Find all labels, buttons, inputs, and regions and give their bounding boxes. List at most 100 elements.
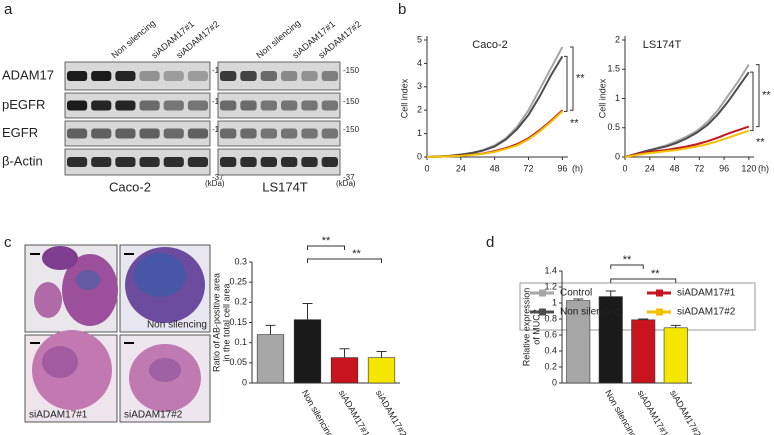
x-tick-label: 120 bbox=[741, 163, 756, 173]
chart-title: LS174T bbox=[643, 39, 682, 51]
x-tick-label: 72 bbox=[694, 163, 704, 173]
series-line bbox=[624, 129, 750, 158]
blot-band bbox=[115, 157, 136, 167]
series-line bbox=[426, 46, 564, 158]
x-tick-label: 72 bbox=[524, 163, 534, 173]
y-tick-label: 1.4 bbox=[544, 265, 557, 275]
error-bar bbox=[605, 290, 616, 297]
blot-band bbox=[301, 100, 318, 111]
panel-label: d bbox=[486, 234, 494, 251]
blot-band bbox=[163, 71, 184, 81]
y-tick-label: 0.3 bbox=[234, 256, 247, 266]
legend-label: siADAM17#1 bbox=[677, 288, 736, 299]
blot-band bbox=[139, 71, 160, 81]
y-tick-label: 0.8 bbox=[544, 313, 557, 323]
panel-label: b bbox=[398, 1, 406, 18]
y-tick-label: 0 bbox=[615, 151, 620, 161]
y-tick-label: 0.15 bbox=[229, 317, 247, 327]
y-axis-label: Ratio of AB-positive area bbox=[211, 273, 221, 372]
y-tick-label: 3 bbox=[417, 81, 422, 91]
significance-label: ** bbox=[623, 254, 632, 266]
blot-row-label: EGFR bbox=[2, 125, 38, 140]
blot-band bbox=[260, 100, 277, 111]
bar bbox=[631, 319, 656, 384]
micrograph-label: Non silencing bbox=[147, 320, 207, 331]
x-tick-label: 96 bbox=[719, 163, 729, 173]
blot-band bbox=[301, 71, 318, 81]
legend-label: siADAM17#2 bbox=[677, 307, 736, 318]
blot-band bbox=[281, 128, 298, 139]
series-line bbox=[426, 55, 564, 158]
micrographs: Non silencing siADAM17#1 siADAM17#2 bbox=[24, 244, 211, 423]
y-axis-label: in the total cell area bbox=[221, 283, 231, 361]
marker-label: -37 bbox=[212, 173, 224, 182]
y-tick-label: 4 bbox=[417, 58, 422, 68]
x-tick-label: siADAM17#1 bbox=[337, 388, 372, 435]
error-bar bbox=[376, 351, 387, 358]
blot-band bbox=[281, 100, 298, 111]
significance-bracket bbox=[564, 55, 568, 112]
significance-label: ** bbox=[570, 117, 579, 129]
blot-band bbox=[321, 100, 338, 111]
x-tick-label: 24 bbox=[645, 163, 655, 173]
significance-bracket bbox=[610, 264, 644, 269]
blot-band bbox=[240, 157, 257, 167]
x-tick-label: 48 bbox=[490, 163, 500, 173]
significance-bracket bbox=[570, 46, 574, 111]
blot-band bbox=[220, 157, 237, 167]
panel-label: a bbox=[4, 1, 13, 18]
y-tick-label: 0 bbox=[242, 377, 247, 387]
y-tick-label: 5 bbox=[417, 34, 422, 44]
legend-swatch bbox=[539, 308, 546, 316]
blot-band bbox=[139, 157, 160, 167]
error-bar bbox=[302, 303, 313, 320]
error-bar bbox=[670, 324, 681, 328]
y-tick-label: 0.4 bbox=[544, 345, 557, 355]
significance-bracket bbox=[307, 245, 345, 250]
significance-label: ** bbox=[651, 268, 660, 280]
blot-band bbox=[187, 100, 208, 111]
significance-bracket bbox=[756, 64, 760, 128]
blot-band bbox=[260, 157, 277, 167]
blot-band bbox=[67, 128, 88, 139]
blot-band bbox=[281, 71, 298, 81]
marker-label: -150 bbox=[343, 66, 360, 75]
y-tick-label: 0.05 bbox=[229, 357, 247, 367]
blot-band bbox=[115, 71, 136, 81]
unit-label: (kDa) bbox=[336, 179, 356, 188]
x-axis-label: (h) bbox=[758, 163, 769, 173]
y-axis-label: Cell index bbox=[597, 78, 607, 118]
blot-band bbox=[220, 128, 237, 139]
y-tick-label: 2 bbox=[615, 34, 620, 44]
blot-strip bbox=[217, 61, 341, 91]
cell-line-label: LS174T bbox=[262, 179, 308, 194]
blot-band bbox=[163, 157, 184, 167]
significance-label: ** bbox=[322, 235, 331, 247]
y-tick-label: 1.2 bbox=[544, 281, 557, 291]
blot-strip bbox=[64, 148, 211, 176]
error-bar bbox=[339, 348, 350, 358]
blot-strip bbox=[217, 148, 341, 176]
blot-band bbox=[67, 100, 88, 111]
blot-band bbox=[187, 71, 208, 81]
bar bbox=[367, 357, 396, 384]
blot-band bbox=[187, 157, 208, 167]
blot-band bbox=[67, 71, 88, 81]
y-tick-label: 1 bbox=[615, 93, 620, 103]
blot-strip bbox=[217, 92, 341, 119]
series-line bbox=[624, 64, 750, 158]
y-axis-label: Relative expression bbox=[521, 288, 531, 367]
blot-band bbox=[139, 128, 160, 139]
significance-bracket bbox=[610, 278, 677, 283]
y-tick-label: 0.2 bbox=[234, 297, 247, 307]
blot-strip bbox=[217, 120, 341, 147]
legend-swatch bbox=[539, 289, 546, 297]
legend-swatch bbox=[656, 289, 663, 297]
legend-swatch bbox=[656, 308, 663, 316]
blot-row-label: ADAM17 bbox=[2, 67, 54, 82]
panel-label: c bbox=[4, 234, 12, 251]
blot-band bbox=[163, 128, 184, 139]
significance-label: ** bbox=[756, 137, 765, 149]
significance-label: ** bbox=[762, 89, 771, 101]
